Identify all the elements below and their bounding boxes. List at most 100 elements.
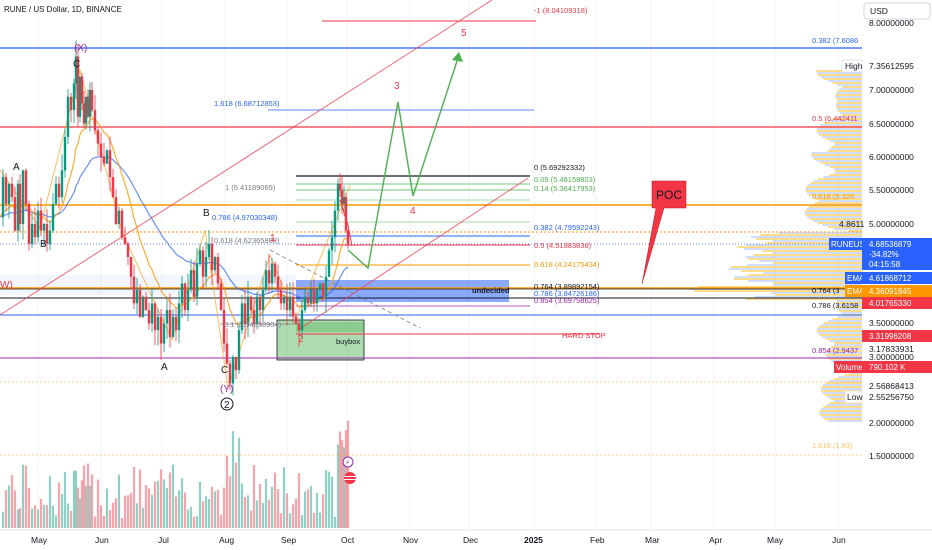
volume-bar <box>279 513 283 528</box>
wave-labels: 5 3 4 1 2 (X) (Y) C A B B A C W) 2 <box>0 28 467 411</box>
volume-profile-row <box>836 102 862 104</box>
volume-profile-row <box>819 134 862 136</box>
volume-bar <box>306 489 310 528</box>
volume-profile-row <box>835 104 862 106</box>
volume-bar <box>330 476 334 528</box>
volume-profile-row <box>837 100 862 102</box>
volume-profile-row <box>811 154 862 156</box>
volume-profile-row <box>829 166 862 168</box>
volume-bar <box>243 496 247 528</box>
volume-profile-row <box>820 124 862 126</box>
volume-bar <box>54 515 58 528</box>
volume-bar <box>294 498 298 528</box>
volume-profile-row <box>760 234 862 236</box>
volume-bar <box>72 470 76 528</box>
volume-profile-row <box>823 176 862 178</box>
candle-body <box>231 357 235 384</box>
hard-stop-label: HARD STOP <box>562 331 606 340</box>
candle-body <box>84 96 88 124</box>
volume-bar <box>21 464 25 528</box>
volume-bar <box>10 475 14 528</box>
volume-profile-row <box>810 182 862 184</box>
volume-bar <box>78 498 82 528</box>
candle-body <box>327 250 331 277</box>
circled-2-marker <box>220 397 234 411</box>
volume-bar <box>195 516 199 528</box>
fib-label: 0.618 (4.24175434) <box>534 260 600 269</box>
volume-profile-row <box>826 356 862 358</box>
volume-bar <box>338 431 342 528</box>
volume-bar <box>309 485 313 528</box>
time-tick: Feb <box>590 535 605 545</box>
volume-profile-row <box>758 260 862 262</box>
volume-profile-row <box>818 326 862 328</box>
currency-button[interactable]: USD <box>863 2 931 20</box>
volume-profile-row <box>818 200 862 202</box>
volume-bar <box>144 484 148 528</box>
volume-bar <box>48 476 52 528</box>
volume-profile-row <box>826 350 862 352</box>
volume-profile-row <box>840 312 862 314</box>
candle-body <box>291 296 295 317</box>
volume-profile-row <box>820 162 862 164</box>
volume-profile-row <box>822 392 862 394</box>
poc-callout[interactable]: POC <box>641 180 687 285</box>
volume-profile-row <box>815 198 862 200</box>
volume-bar <box>18 508 22 528</box>
volume-profile-row <box>804 212 862 214</box>
volume-profile-row <box>821 390 862 392</box>
volume-bar <box>297 473 301 528</box>
candle-body <box>264 270 268 290</box>
candle-body <box>86 96 90 117</box>
volume-profile <box>688 70 862 422</box>
candle-body <box>165 310 169 324</box>
candle-body <box>60 170 64 198</box>
fib-label: 0.5 (6.442411 <box>812 114 858 123</box>
volume-bar <box>201 501 205 528</box>
candle-body <box>285 296 289 311</box>
volume-bar <box>285 493 289 528</box>
volume-profile-row <box>833 378 862 380</box>
volume-profile-row <box>816 72 862 74</box>
us-flag-icon <box>344 472 356 484</box>
volume-profile-row <box>834 342 862 344</box>
volume-bar <box>240 483 244 528</box>
volume-bar <box>129 493 133 528</box>
price-tick: 6.50000000 <box>869 119 914 129</box>
candle-body <box>88 90 92 117</box>
fib-label: 0.618 (5.326 <box>812 192 854 201</box>
volume-profile-row <box>734 276 862 278</box>
candle-body <box>141 296 145 317</box>
volume-bar <box>82 465 86 528</box>
fib-label: 0.786 (3.84726186) <box>534 289 600 298</box>
time-tick: Aug <box>219 535 234 545</box>
wave-letter: A <box>13 162 20 173</box>
wave-5-label: 5 <box>461 28 467 39</box>
volume-bar <box>45 505 49 528</box>
candle-body <box>21 170 25 224</box>
volume-bar <box>189 506 193 528</box>
volume-bar <box>120 517 124 528</box>
time-tick: Oct <box>341 535 355 545</box>
volume-profile-row <box>816 128 862 130</box>
volume-bar <box>180 478 184 528</box>
volume-profile-row <box>839 88 862 90</box>
wave-letter: W) <box>0 280 13 291</box>
volume-bar <box>327 471 331 528</box>
event-icons[interactable]: ⚡ <box>342 456 356 484</box>
symbol-tag: RUNEUSD <box>831 240 871 249</box>
volume-bar <box>123 495 127 528</box>
volume-bar <box>16 509 20 528</box>
candle-body <box>213 257 217 271</box>
wave-2-label: 2 <box>298 334 304 345</box>
ema-orange-value: 4.36091845 <box>869 287 912 296</box>
level-value: 3.17833931 <box>869 344 914 354</box>
volume-profile-row <box>817 74 862 76</box>
volume-bar <box>270 486 274 528</box>
candle-body <box>76 56 80 117</box>
volume-profile-row <box>811 152 862 154</box>
volume-profile-row <box>766 242 862 244</box>
volume-profile-row <box>805 190 862 192</box>
level-value: 4.8611 <box>839 219 865 229</box>
